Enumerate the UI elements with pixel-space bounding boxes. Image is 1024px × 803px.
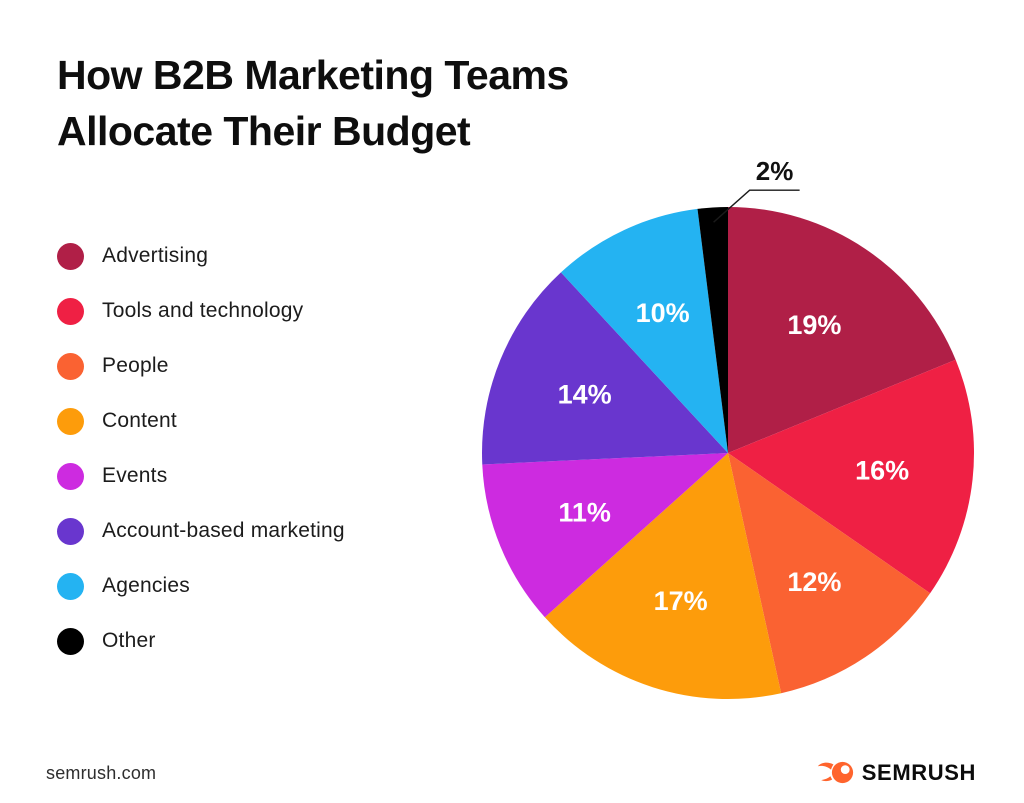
legend-label: Agencies xyxy=(102,574,190,597)
pie-slice-advertising xyxy=(728,207,956,453)
legend-swatch-icon xyxy=(57,352,84,380)
pie-slice-people xyxy=(728,453,931,694)
flame-icon-shapes xyxy=(817,761,853,784)
legend-swatch-icon xyxy=(57,627,84,655)
legend-item-account-based-marketing: Account-based marketing xyxy=(57,517,345,545)
legend-swatch-icon xyxy=(57,517,84,545)
pie-label: 19% xyxy=(787,310,841,340)
pie-slice-agencies xyxy=(560,208,728,453)
pie-label: 10% xyxy=(636,298,690,328)
pie-slice-account-based-marketing xyxy=(482,272,728,465)
legend-item-content: Content xyxy=(57,407,345,435)
pie-slice-events xyxy=(482,453,728,618)
legend-swatch-icon xyxy=(57,462,84,490)
legend-label: People xyxy=(102,354,169,377)
legend-item-other: Other xyxy=(57,627,345,655)
legend-label: Advertising xyxy=(102,244,209,267)
legend-label: Account-based marketing xyxy=(102,519,345,542)
pie-label: 17% xyxy=(654,586,708,616)
pie-label: 11% xyxy=(558,497,611,527)
legend-label: Content xyxy=(102,409,177,432)
pie-label-outside: 2% xyxy=(756,156,794,186)
legend-item-advertising: Advertising xyxy=(57,242,345,270)
callout-leader-line xyxy=(713,189,800,223)
legend: Advertising Tools and technology People Con… xyxy=(57,242,345,655)
legend-label: Other xyxy=(102,629,156,652)
pie-label: 12% xyxy=(787,567,841,597)
pie-slice-other xyxy=(697,207,728,453)
legend-swatch-icon xyxy=(57,572,84,600)
legend-label: Events xyxy=(102,464,168,487)
pie-chart-container: 19% 16% 12% 17% 11% 14% 10% 2% xyxy=(455,140,1015,715)
brand-logo: SEMRUSH xyxy=(817,756,976,790)
legend-item-tools-and-technology: Tools and technology xyxy=(57,297,345,325)
legend-swatch-icon xyxy=(57,297,84,325)
pie-chart: 19% 16% 12% 17% 11% 14% 10% 2% xyxy=(482,156,975,699)
legend-swatch-icon xyxy=(57,407,84,435)
semrush-flame-icon xyxy=(817,758,855,788)
legend-swatch-icon xyxy=(57,242,84,270)
legend-item-agencies: Agencies xyxy=(57,572,345,600)
pie-slice-tools-and-technology xyxy=(728,359,975,594)
pie-slice-content xyxy=(544,453,782,699)
pie-label: 14% xyxy=(558,380,612,410)
legend-label: Tools and technology xyxy=(102,299,304,322)
legend-item-people: People xyxy=(57,352,345,380)
brand-wordmark: SEMRUSH xyxy=(861,760,976,785)
page-title: How B2B Marketing Teams Allocate Their B… xyxy=(57,52,569,154)
pie-label: 16% xyxy=(855,455,909,485)
legend-item-events: Events xyxy=(57,462,345,490)
footer-site-url: semrush.com xyxy=(46,763,157,783)
